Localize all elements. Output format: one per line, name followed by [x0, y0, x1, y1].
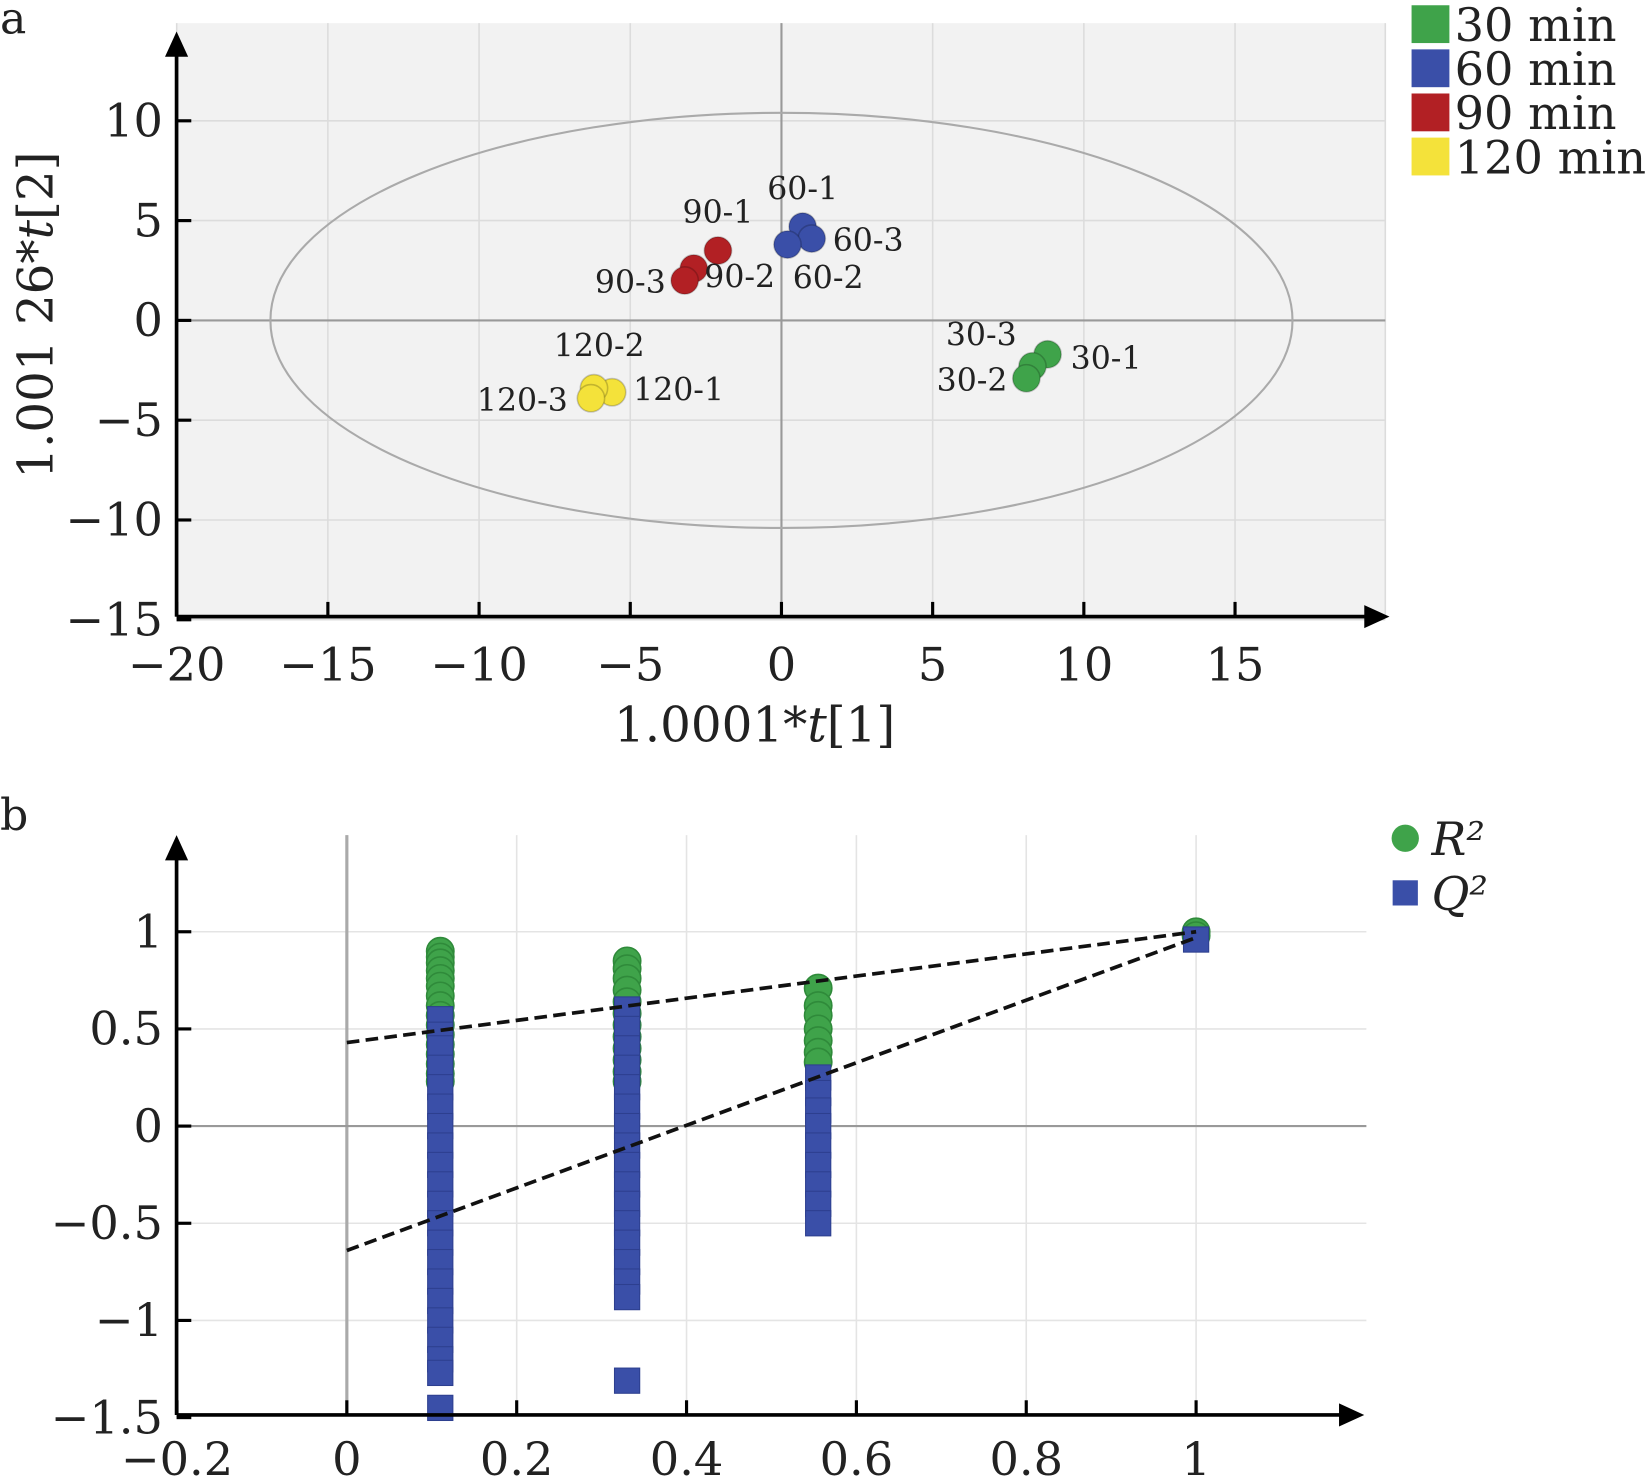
regression-line: [346, 929, 1197, 1045]
x-tick-label: 0: [332, 1432, 361, 1478]
x-tick-label: 1: [1181, 1432, 1210, 1478]
data-point-30-2: [1011, 363, 1041, 393]
x-tick-label: 0: [767, 638, 796, 692]
q2-point: [805, 1210, 832, 1237]
point-label: 60-2: [793, 261, 864, 297]
point-label: 30-3: [946, 317, 1017, 353]
legend-r2-marker: [1391, 824, 1419, 852]
y-axis-arrow: [165, 835, 189, 861]
x-tick-label: −5: [596, 638, 664, 692]
data-point-120-3: [576, 383, 606, 413]
legend-label: 120 min: [1455, 130, 1646, 184]
y-tick-label: −10: [65, 493, 163, 547]
q2-point: [613, 1367, 641, 1394]
y-axis-label-a: 1.001 26*t[2]: [9, 152, 65, 479]
x-tick-label: 5: [918, 638, 947, 692]
point-label: 30-1: [1071, 341, 1142, 377]
point-label: 120-3: [477, 383, 568, 419]
point-label: 90-2: [704, 259, 775, 295]
x-axis-label-a: 1.0001*t[1]: [614, 698, 895, 754]
legend-q2-marker: [1392, 880, 1418, 906]
panel-a-label: a: [0, 0, 26, 45]
y-tick-label: 0: [133, 293, 162, 347]
q2-point: [427, 1359, 454, 1387]
point-label: 120-2: [554, 329, 645, 365]
panel-b-label: b: [0, 790, 28, 841]
y-tick-label: −15: [65, 593, 163, 647]
y-axis-arrow: [165, 31, 189, 57]
x-tick-label: 0.2: [480, 1432, 554, 1478]
legend-label: 60 min: [1455, 42, 1617, 96]
y-tick-label: −1: [95, 1293, 163, 1347]
x-tick-label: 10: [1054, 638, 1113, 692]
y-tick-label: −5: [95, 393, 163, 447]
legend-swatch: [1411, 5, 1450, 44]
data-point-60-2: [773, 230, 802, 259]
legend-swatch: [1411, 49, 1450, 88]
x-axis-arrow: [1364, 605, 1390, 629]
confidence-ellipse: [269, 111, 1294, 530]
legend-label: Q²: [1432, 867, 1488, 921]
x-tick-label: 0.6: [820, 1432, 894, 1478]
y-tick-label: 0.5: [89, 1002, 163, 1056]
x-tick-label: −10: [430, 638, 528, 692]
q2-point: [613, 1283, 641, 1311]
x-tick-label: −20: [128, 638, 226, 692]
x-tick-label: 0.4: [650, 1432, 724, 1478]
y-tick-label: 1: [133, 905, 162, 959]
legend-label: 90 min: [1455, 86, 1617, 140]
y-tick-label: −0.5: [51, 1196, 163, 1250]
y-tick-label: −1.5: [51, 1390, 163, 1444]
point-label: 90-1: [683, 195, 754, 231]
y-tick-label: 0: [133, 1099, 162, 1153]
point-label: 90-3: [595, 265, 666, 301]
x-tick-label: 0.8: [989, 1432, 1063, 1478]
point-label: 60-3: [833, 223, 904, 259]
y-tick-label: 10: [104, 94, 163, 148]
x-tick-label: −0.2: [121, 1432, 233, 1478]
data-point-90-1: [703, 236, 733, 265]
point-label: 60-1: [767, 171, 838, 207]
score-plot: −20 −15 −10 −5 0 5 10 15−15−10−5051030-130-330-…: [65, 0, 1646, 692]
legend-swatch: [1411, 137, 1450, 176]
point-label: 30-2: [937, 363, 1008, 399]
point-label: 120-1: [633, 373, 724, 409]
legend-swatch: [1411, 93, 1450, 132]
x-tick-label: 15: [1206, 638, 1265, 692]
data-point-90-3: [670, 266, 700, 295]
x-axis-arrow: [1339, 1403, 1365, 1427]
x-tick-label: −15: [279, 638, 377, 692]
legend-label: 30 min: [1455, 0, 1617, 52]
legend-label: R²: [1431, 812, 1485, 866]
y-tick-label: 5: [133, 193, 162, 247]
regression-line: [346, 935, 1197, 1253]
data-point-60-3: [797, 224, 827, 254]
